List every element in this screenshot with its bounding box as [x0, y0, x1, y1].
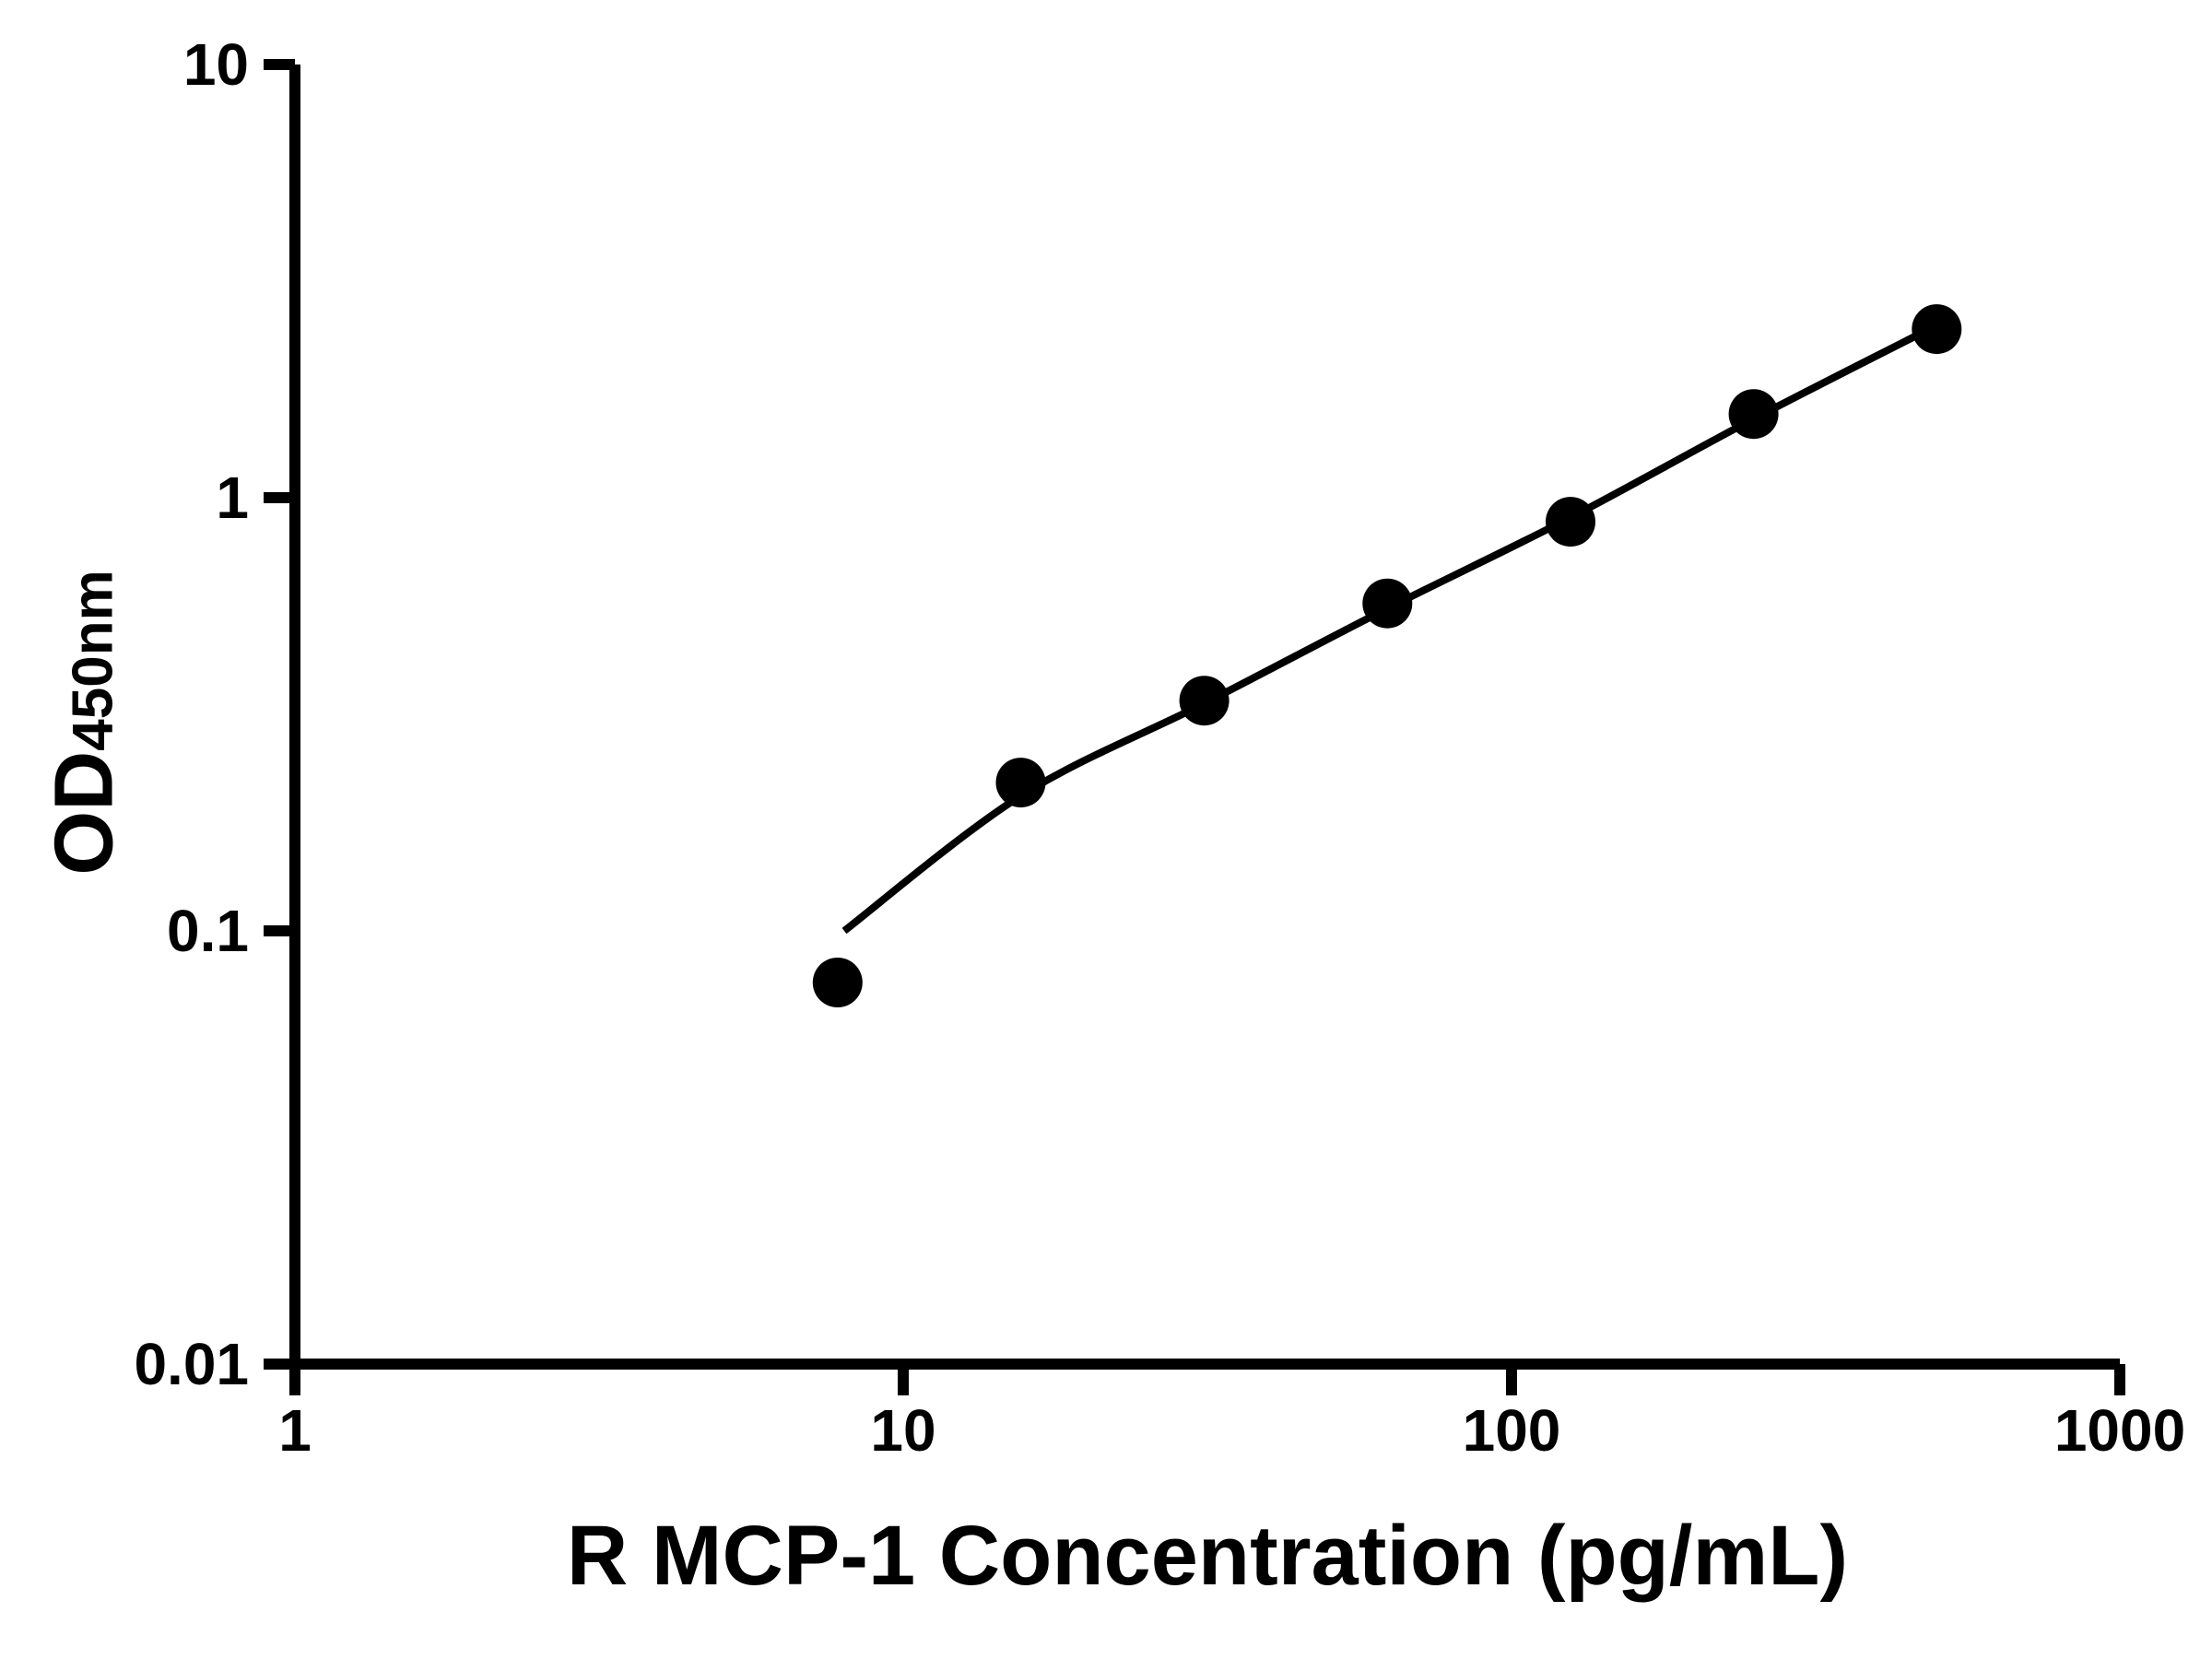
x-tick-label: 1000 [2054, 1397, 2185, 1464]
x-tick-label: 100 [1463, 1397, 1561, 1464]
x-tick-label: 10 [870, 1397, 935, 1464]
data-point [812, 958, 863, 1007]
y-axis-title-main: OD [38, 750, 131, 876]
y-tick-label: 10 [183, 31, 249, 98]
y-axis-title: OD450nm [38, 570, 133, 875]
data-point [1728, 389, 1779, 440]
y-axis-title-subscript: 450nm [61, 570, 125, 751]
data-point [1546, 497, 1595, 547]
data-point [1912, 304, 1962, 355]
data-point [1362, 578, 1413, 629]
y-tick-label: 1 [216, 465, 249, 531]
y-tick-label: 0.01 [134, 1331, 249, 1397]
x-tick-label: 1 [278, 1397, 312, 1464]
data-point [995, 758, 1046, 808]
data-point [1179, 676, 1230, 726]
x-axis-title: R MCP-1 Concentration (pg/mL) [566, 1509, 1849, 1603]
y-tick-label: 0.1 [167, 898, 249, 964]
